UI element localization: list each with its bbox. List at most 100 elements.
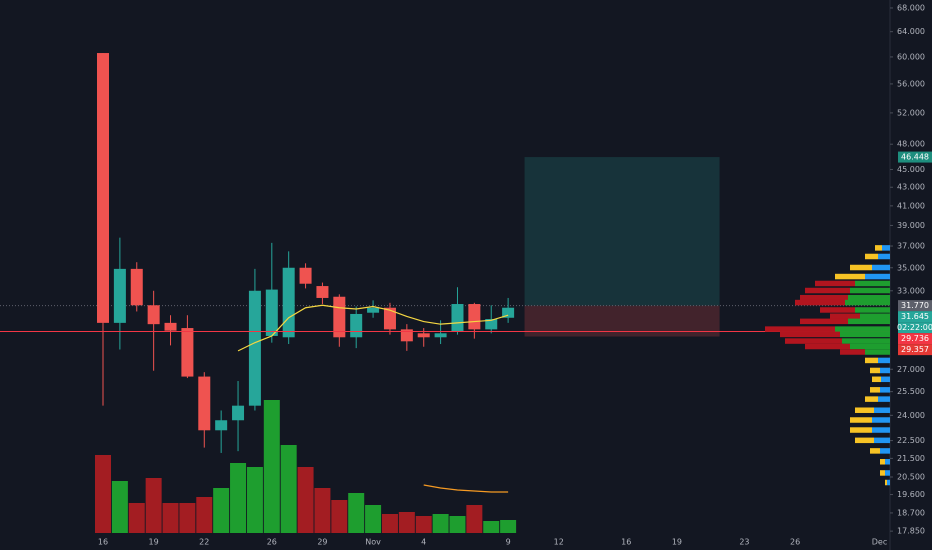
- x-tick-label: 22: [199, 538, 209, 547]
- profile-down: [820, 307, 855, 313]
- candle-body: [147, 305, 160, 325]
- profile-down: [885, 479, 887, 486]
- x-tick-label: 19: [672, 538, 682, 547]
- y-tick-label: 27.000: [897, 365, 925, 374]
- candle-body: [282, 267, 295, 338]
- candle-body: [130, 268, 143, 306]
- profile-up: [885, 459, 890, 465]
- profile-up: [878, 253, 890, 260]
- candle-body: [502, 307, 515, 318]
- profile-down: [875, 245, 882, 251]
- y-tick-label: 43.000: [897, 183, 925, 192]
- profile-up: [872, 427, 890, 433]
- volume-bar: [263, 400, 280, 533]
- volume-bar: [449, 516, 466, 533]
- profile-down: [850, 417, 872, 423]
- last-price-label-bg: [898, 311, 932, 323]
- candle-body: [113, 268, 126, 323]
- candle-body: [299, 267, 312, 284]
- candle-body: [400, 329, 413, 342]
- volume-bar: [145, 478, 162, 533]
- profile-up: [850, 287, 890, 294]
- stop-loss-label: 29.357: [901, 345, 929, 354]
- y-tick-label: 21.500: [897, 454, 925, 463]
- y-tick-label: 17.850: [897, 527, 925, 536]
- x-tick-label: 26: [267, 538, 277, 547]
- profile-up: [860, 313, 890, 319]
- volume-bar: [331, 500, 348, 533]
- x-tick-label: 26: [790, 538, 800, 547]
- profile-down: [800, 294, 848, 301]
- volume-bar: [111, 481, 128, 533]
- profile-up: [865, 349, 890, 355]
- take-profit-zone: [524, 157, 720, 306]
- volume-bar: [432, 514, 449, 533]
- y-tick-label: 24.000: [897, 411, 925, 420]
- profile-up: [880, 367, 890, 374]
- y-tick-label: 41.000: [897, 201, 925, 210]
- profile-down: [870, 367, 880, 374]
- countdown-label: 02:22:00: [897, 323, 932, 332]
- profile-down: [780, 331, 840, 338]
- candle-body: [367, 307, 380, 313]
- line-price-label-bg: [898, 333, 932, 345]
- profile-down: [872, 376, 881, 383]
- profile-up: [872, 417, 890, 423]
- y-tick-label: 39.000: [897, 221, 925, 230]
- stop-loss-label-bg: [898, 344, 932, 356]
- profile-down: [785, 338, 842, 344]
- profile-down: [865, 357, 878, 364]
- x-tick-label: 16: [98, 538, 108, 547]
- volume-bar: [483, 521, 500, 533]
- profile-down: [805, 343, 850, 350]
- profile-up: [880, 448, 890, 454]
- volume-bar: [162, 503, 179, 533]
- volume-bar: [297, 467, 314, 533]
- take-profit-label-bg: [898, 151, 932, 163]
- profile-up: [885, 470, 890, 476]
- candle-body: [417, 333, 430, 338]
- profile-down: [830, 313, 860, 319]
- profile-up: [874, 407, 890, 413]
- candle-body: [265, 289, 278, 336]
- profile-up: [880, 387, 890, 393]
- profile-up: [878, 396, 890, 402]
- x-tick-label: Nov: [365, 538, 381, 547]
- y-tick-label: 18.700: [897, 508, 925, 517]
- profile-down: [765, 326, 835, 332]
- take-profit-label: 46.448: [901, 153, 929, 162]
- x-tick-label: 16: [621, 538, 631, 547]
- y-tick-label: 68.000: [897, 3, 925, 12]
- x-tick-label: 29: [317, 538, 327, 547]
- x-tick-label: 4: [421, 538, 426, 547]
- volume-bar: [365, 505, 382, 533]
- profile-up: [874, 437, 890, 444]
- last-price-label: 31.645: [901, 312, 929, 321]
- y-tick-label: 22.500: [897, 436, 925, 445]
- candle-body: [468, 304, 481, 330]
- profile-down: [880, 459, 885, 465]
- y-tick-label: 60.000: [897, 52, 925, 61]
- volume-bar: [230, 463, 247, 533]
- y-tick-label: 48.000: [897, 140, 925, 149]
- profile-down: [835, 273, 865, 280]
- candle-body: [248, 290, 261, 406]
- volume-bar: [280, 445, 297, 533]
- volume-bar: [348, 493, 365, 533]
- ma-line: [237, 304, 509, 352]
- volume-bar: [398, 512, 415, 533]
- volume-bar: [196, 497, 213, 533]
- profile-down: [795, 299, 845, 306]
- profile-down: [850, 264, 872, 271]
- profile-up: [865, 273, 890, 280]
- y-tick-label: 64.000: [897, 27, 925, 36]
- profile-down: [840, 349, 865, 355]
- y-tick-label: 20.500: [897, 472, 925, 481]
- countdown-bg: [898, 322, 932, 334]
- profile-up: [845, 299, 890, 306]
- volume-bar: [128, 503, 145, 533]
- volume-bar: [500, 520, 517, 533]
- profile-up: [887, 479, 890, 486]
- x-tick-label: 9: [506, 538, 511, 547]
- x-tick-label: 23: [739, 538, 749, 547]
